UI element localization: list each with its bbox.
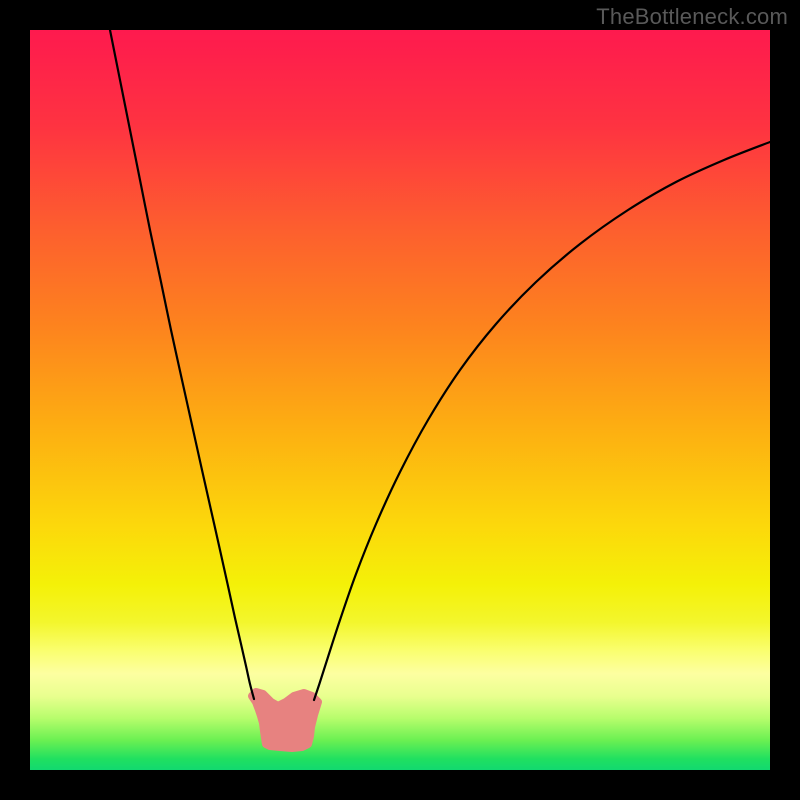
right-curve — [314, 142, 770, 700]
plot-area — [30, 30, 770, 770]
watermark-text: TheBottleneck.com — [596, 4, 788, 30]
valley-marker — [252, 692, 318, 748]
chart-frame: TheBottleneck.com — [0, 0, 800, 800]
curve-layer — [30, 30, 770, 770]
left-curve — [110, 30, 254, 699]
